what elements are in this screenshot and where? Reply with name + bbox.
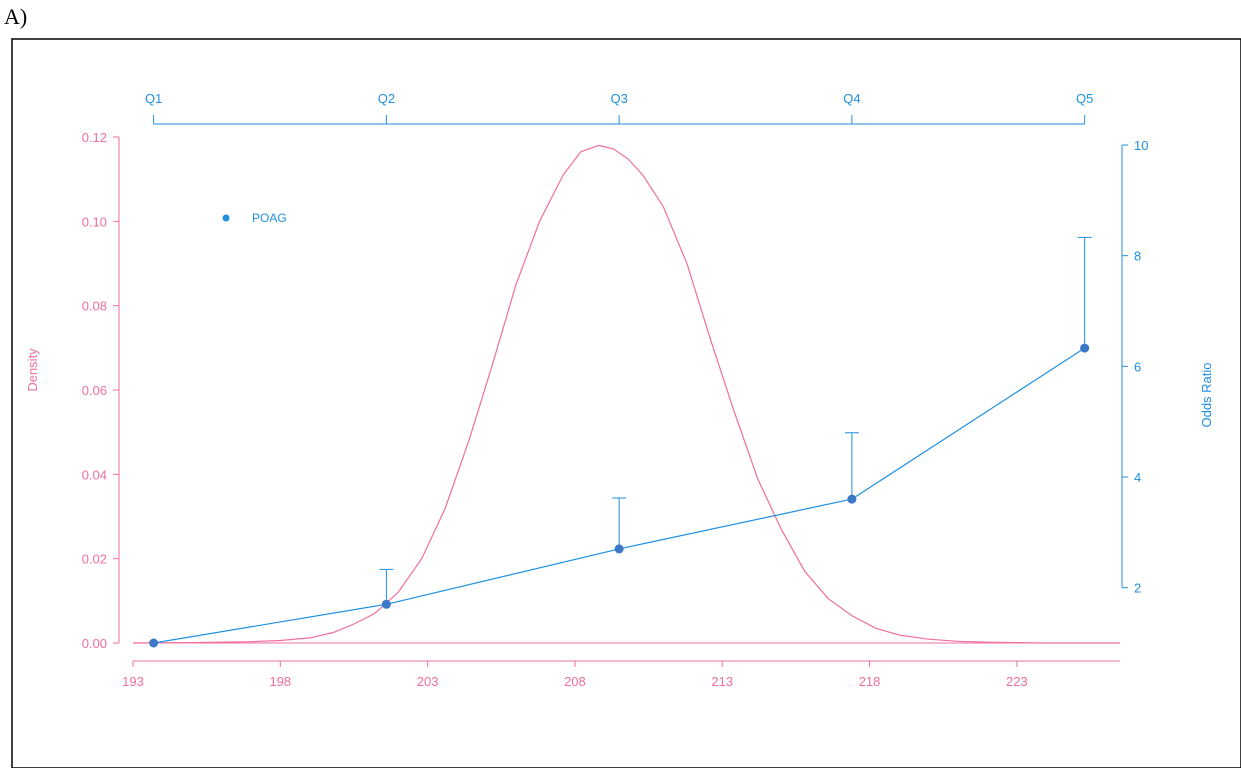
top-axis-tick-label: Q5 [1076, 91, 1093, 106]
right-axis-tick-label: 10 [1134, 138, 1148, 153]
odds-ratio-points [149, 343, 1090, 648]
top-axis: Q1 Q2 Q3 Q4 Q5 [145, 91, 1093, 125]
right-axis: 2 4 6 8 10 [1121, 138, 1148, 596]
left-axis-tick-label: 0.04 [82, 467, 107, 482]
top-axis-tick-label: Q4 [843, 91, 860, 106]
bottom-axis-tick-label: 203 [417, 674, 439, 689]
odds-ratio-line [153, 347, 1085, 644]
bottom-axis: 193 198 203 208 213 218 223 [122, 660, 1120, 689]
left-axis-tick-label: 0.08 [82, 299, 107, 314]
legend: POAG [222, 211, 287, 225]
right-axis-tick-label: 6 [1134, 359, 1141, 374]
left-axis-tick-label: 0.02 [82, 552, 107, 567]
left-axis: 0.00 0.02 0.04 0.06 0.08 0.10 0.12 [82, 130, 120, 651]
panel-label: A) [4, 4, 28, 29]
plot-frame [11, 38, 1241, 768]
top-axis-tick-label: Q1 [145, 91, 162, 106]
left-axis-tick-label: 0.00 [82, 636, 107, 651]
bottom-axis-tick-label: 193 [122, 674, 144, 689]
legend-marker-poag [222, 214, 230, 222]
left-axis-title: Density [25, 348, 40, 392]
bottom-axis-tick-label: 223 [1006, 674, 1028, 689]
left-axis-tick-label: 0.12 [82, 130, 107, 145]
right-axis-tick-label: 8 [1134, 249, 1141, 264]
right-axis-tick-label: 2 [1134, 581, 1141, 596]
bottom-axis-tick-label: 213 [711, 674, 733, 689]
right-axis-tick-label: 4 [1134, 470, 1141, 485]
left-axis-tick-label: 0.06 [82, 383, 107, 398]
legend-label-poag: POAG [252, 211, 287, 225]
top-axis-tick-label: Q3 [610, 91, 627, 106]
odds-ratio-point [847, 494, 857, 504]
density-curve [132, 144, 1120, 644]
odds-ratio-errorbars [379, 236, 1092, 605]
bottom-axis-tick-label: 218 [859, 674, 881, 689]
odds-ratio-point [1080, 343, 1090, 353]
bottom-axis-tick-label: 198 [269, 674, 291, 689]
right-axis-title: Odds Ratio [1199, 362, 1214, 427]
odds-ratio-point [381, 599, 391, 609]
left-axis-tick-label: 0.10 [82, 214, 107, 229]
odds-ratio-point [614, 544, 624, 554]
bottom-axis-tick-label: 208 [564, 674, 586, 689]
top-axis-tick-label: Q2 [378, 91, 395, 106]
odds-ratio-point [149, 638, 159, 648]
